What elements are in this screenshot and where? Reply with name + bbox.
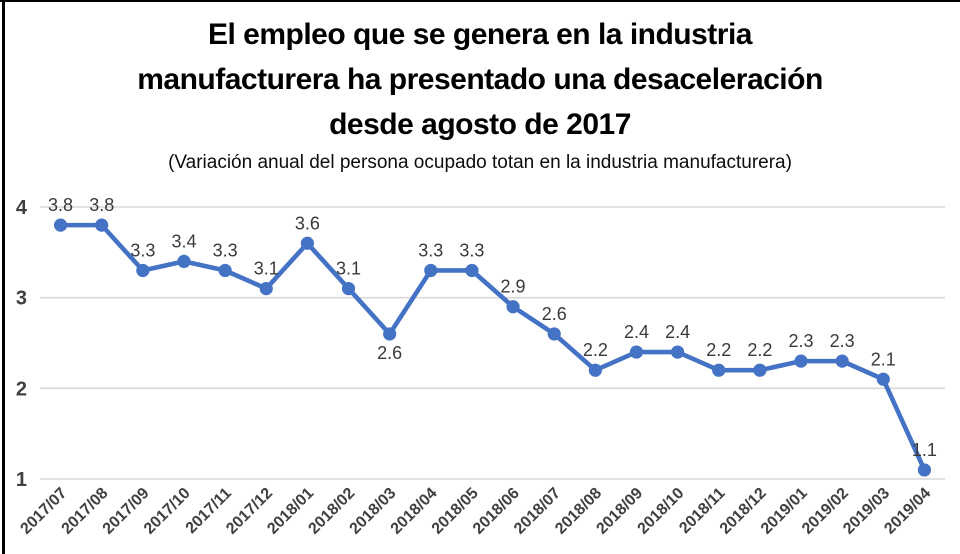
data-point-label: 2.2	[583, 340, 608, 360]
data-point-marker	[136, 263, 150, 278]
data-point-marker	[629, 345, 644, 359]
data-point-marker	[95, 218, 109, 232]
y-axis-tick-label: 4	[16, 197, 28, 219]
data-point-label: 2.6	[542, 304, 567, 324]
y-axis-tick-label: 3	[16, 288, 27, 310]
data-point-marker	[424, 263, 438, 278]
data-point-label: 2.4	[624, 322, 649, 342]
data-point-marker	[917, 463, 932, 477]
data-point-marker	[300, 236, 314, 250]
x-axis-tick-label: 2019/04	[881, 485, 934, 538]
data-point-marker	[341, 282, 356, 296]
data-point-label: 2.4	[665, 322, 690, 342]
data-point-marker	[218, 263, 232, 278]
data-point-label: 3.8	[48, 195, 73, 215]
data-point-marker	[383, 327, 397, 341]
data-point-marker	[465, 263, 479, 278]
data-point-label: 2.3	[830, 331, 855, 351]
chart-title-line-1: El empleo que se genera en la industria	[207, 18, 753, 51]
data-point-label: 3.8	[89, 195, 114, 215]
data-point-marker	[671, 345, 685, 359]
chart-title-line-3: desde agosto de 2017	[329, 108, 631, 141]
data-point-marker	[794, 354, 808, 368]
data-point-label: 3.3	[130, 240, 155, 260]
data-point-label: 3.3	[418, 240, 443, 260]
data-point-marker	[876, 372, 890, 386]
data-point-label: 3.1	[336, 259, 361, 279]
top-border-line	[0, 0, 960, 2]
chart-subtitle: (Variación anual del persona ocupado tot…	[168, 152, 792, 173]
data-point-label: 3.4	[171, 231, 196, 251]
data-point-label: 2.6	[377, 343, 402, 363]
x-axis-tick-label: 2018/10	[635, 485, 688, 538]
data-point-marker	[259, 282, 273, 296]
data-point-label: 3.1	[254, 259, 279, 279]
x-axis-tick-label: 2017/10	[141, 485, 194, 538]
data-point-label: 2.1	[871, 349, 896, 369]
data-point-marker	[835, 354, 849, 368]
data-point-label: 2.2	[747, 340, 772, 360]
data-point-marker	[547, 327, 561, 341]
chart-header: El empleo que se genera en la industria …	[0, 12, 960, 175]
data-point-label: 2.3	[789, 331, 814, 351]
data-point-label: 3.6	[295, 213, 320, 233]
data-point-marker	[588, 363, 602, 377]
data-point-marker	[177, 254, 191, 268]
y-axis-tick-label: 1	[16, 469, 27, 491]
data-point-label: 3.3	[459, 240, 484, 260]
data-point-marker	[712, 363, 726, 377]
data-point-label: 2.2	[706, 340, 731, 360]
data-point-label: 2.9	[501, 277, 526, 297]
trend-line	[58, 222, 927, 473]
y-axis-tick-label: 2	[16, 378, 27, 400]
chart-title-line-2: manufacturera ha presentado una desacele…	[137, 63, 823, 96]
data-point-marker	[753, 363, 767, 377]
data-point-marker	[53, 218, 68, 232]
data-point-marker	[506, 300, 520, 314]
left-border-line	[2, 0, 5, 554]
data-point-label: 3.3	[213, 240, 238, 260]
data-point-label: 1.1	[912, 440, 937, 460]
